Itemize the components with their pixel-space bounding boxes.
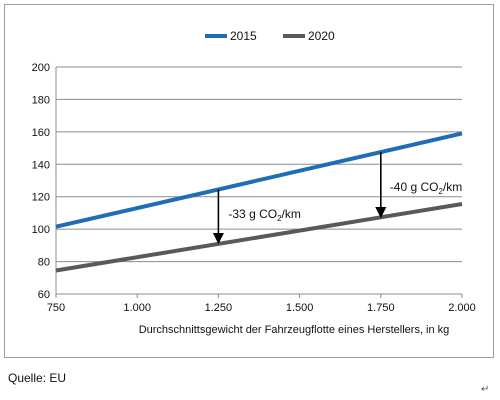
y-tick-label: 180 xyxy=(32,94,50,106)
x-tick-label: 1.750 xyxy=(367,302,395,314)
annotation-label: -40 g CO2/km xyxy=(390,180,462,196)
chart-frame: 60 80 100 120 140 160 180 200 750 1.000 1.250 1.500… xyxy=(4,4,494,358)
line-chart: 60 80 100 120 140 160 180 200 750 1.000 1.250 1.500… xyxy=(32,29,476,336)
y-tick-label: 60 xyxy=(38,289,50,301)
x-tick-label: 1.500 xyxy=(286,302,314,314)
annotation-label: -33 g CO2/km xyxy=(228,207,300,223)
legend-label: 2020 xyxy=(308,29,335,43)
y-tick-label: 160 xyxy=(32,127,50,139)
legend-label: 2015 xyxy=(230,29,257,43)
y-tick-label: 120 xyxy=(32,192,50,204)
x-axis-title: Durchschnittsgewicht der Fahrzeugflotte … xyxy=(139,324,450,336)
y-tick-label: 80 xyxy=(38,257,50,269)
x-tick-label: 1.250 xyxy=(205,302,233,314)
x-tick-label: 2.000 xyxy=(448,302,476,314)
series-line-2020 xyxy=(55,202,463,273)
x-tick-label: 750 xyxy=(47,302,65,314)
source-note: Quelle: EU xyxy=(8,371,67,385)
paragraph-mark: ↵ xyxy=(481,384,490,395)
y-tick-label: 200 xyxy=(32,62,50,74)
x-tick-label: 1.000 xyxy=(123,302,151,314)
y-tick-label: 100 xyxy=(32,224,50,236)
series-line-2015 xyxy=(55,131,463,229)
y-tick-label: 140 xyxy=(32,159,50,171)
